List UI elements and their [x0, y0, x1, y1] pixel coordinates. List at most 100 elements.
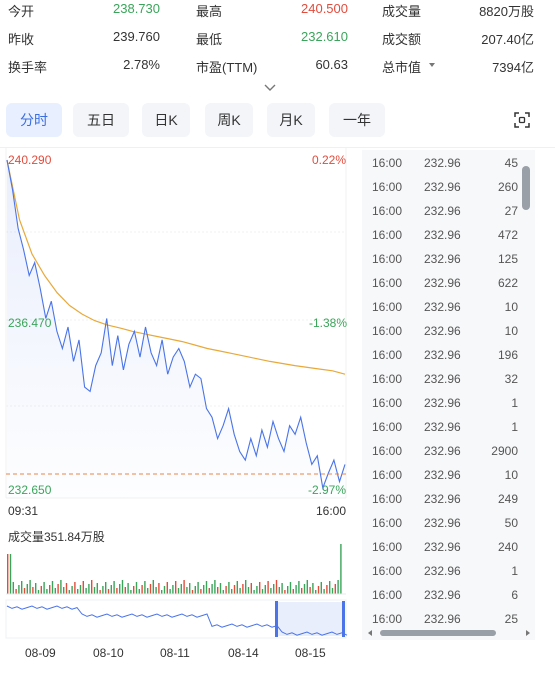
trade-row: 16:00 232.96 240 — [362, 534, 522, 558]
date-label: 08-14 — [228, 646, 259, 660]
volume-bar — [119, 584, 121, 594]
trade-volume: 1 — [511, 420, 518, 434]
volume-bar — [7, 554, 9, 594]
volume-bar — [68, 590, 70, 594]
intraday-chart[interactable]: 240.290 0.22% 236.470 -1.38% 232.650 -2.… — [0, 148, 360, 685]
range-navigator[interactable] — [5, 599, 347, 639]
volume-bar — [253, 590, 255, 594]
volume-bar — [320, 582, 322, 594]
trade-volume: 1 — [511, 564, 518, 578]
volume-bar — [191, 590, 194, 594]
volume-bar — [200, 589, 202, 594]
volume-bar — [46, 589, 48, 594]
axis-time-start: 09:31 — [8, 504, 39, 518]
trade-price: 232.96 — [424, 612, 461, 626]
fullscreen-icon[interactable] — [512, 110, 532, 130]
volume-bar — [49, 585, 51, 594]
trade-time: 16:00 — [372, 492, 403, 506]
volume-bar — [152, 580, 154, 594]
trade-row: 16:00 232.96 1 — [362, 558, 522, 582]
volume-bar — [334, 584, 336, 594]
trade-time: 16:00 — [372, 324, 403, 338]
volume-bar — [60, 580, 62, 594]
trades-horizontal-scrollbar[interactable] — [366, 628, 532, 638]
stat-value-turnover-rate: 2.78% — [123, 57, 160, 72]
volume-bar — [163, 586, 166, 594]
trade-row: 16:00 232.96 50 — [362, 510, 522, 534]
volume-bar — [205, 581, 208, 594]
trade-price: 232.96 — [424, 396, 461, 410]
trades-vertical-scrollbar[interactable] — [522, 166, 530, 210]
trade-volume: 27 — [504, 204, 518, 218]
trade-row: 16:00 232.96 10 — [362, 294, 522, 318]
volume-bar — [214, 580, 216, 594]
trade-price: 232.96 — [424, 372, 461, 386]
trade-time: 16:00 — [372, 372, 403, 386]
volume-bar — [63, 587, 65, 594]
volume-bar — [161, 590, 163, 594]
market-cap-dropdown-icon[interactable] — [428, 61, 436, 69]
trade-volume: 472 — [497, 228, 518, 242]
volume-bar — [21, 581, 23, 594]
trade-row: 16:00 232.96 472 — [362, 222, 522, 246]
navigator-handle-left[interactable] — [275, 601, 278, 637]
volume-bar — [121, 580, 124, 594]
date-label: 08-15 — [295, 646, 326, 660]
volume-bar — [147, 588, 149, 594]
trade-time: 16:00 — [372, 516, 403, 530]
average-price-line — [6, 159, 346, 375]
volume-bar — [242, 584, 244, 594]
volume-bar — [247, 587, 250, 594]
trade-time: 16:00 — [372, 252, 403, 266]
tab-monthly-k[interactable]: 月K — [267, 103, 315, 137]
chevron-down-icon[interactable] — [262, 82, 278, 94]
volume-bar — [93, 587, 96, 594]
volume-bar — [287, 586, 289, 594]
trade-ticks-list[interactable]: 16:00 232.96 45 16:00 232.96 260 16:00 232.96 27… — [362, 150, 535, 640]
trade-time: 16:00 — [372, 540, 403, 554]
trade-volume: 622 — [497, 276, 518, 290]
trade-row: 16:00 232.96 45 — [362, 150, 522, 174]
date-label: 08-10 — [93, 646, 124, 660]
stat-value-prev-close: 239.760 — [113, 29, 160, 44]
volume-bar — [225, 586, 227, 594]
volume-bar — [74, 582, 76, 594]
tabs-divider — [0, 147, 555, 148]
trade-volume: 1 — [511, 396, 518, 410]
navigator-handle-right[interactable] — [342, 601, 345, 637]
volume-bar — [239, 588, 241, 594]
stat-label-turnover: 成交额 — [382, 32, 422, 47]
trade-price: 232.96 — [424, 300, 461, 314]
volume-bar — [203, 585, 205, 594]
volume-bar — [228, 582, 230, 594]
volume-bar — [166, 582, 168, 594]
volume-bar — [189, 583, 191, 594]
volume-bar — [292, 589, 294, 594]
tab-five-day[interactable]: 五日 — [73, 103, 129, 137]
volume-bar — [256, 586, 258, 594]
trade-price: 232.96 — [424, 156, 461, 170]
volume-bar — [40, 586, 42, 594]
volume-bar — [270, 588, 272, 594]
axis-price-mid: 236.470 — [8, 316, 52, 330]
volume-bar — [124, 587, 126, 594]
volume-bar — [289, 582, 292, 594]
price-chart-svg[interactable] — [0, 148, 360, 678]
trade-price: 232.96 — [424, 204, 461, 218]
trade-volume: 10 — [504, 300, 518, 314]
trade-volume: 240 — [497, 540, 518, 554]
tab-weekly-k[interactable]: 周K — [205, 103, 253, 137]
trade-price: 232.96 — [424, 252, 461, 266]
trade-volume: 50 — [504, 516, 518, 530]
volume-bar — [23, 588, 26, 594]
stat-label-market-cap[interactable]: 总市值 — [382, 60, 422, 75]
trade-price: 232.96 — [424, 228, 461, 242]
volume-bar — [107, 589, 110, 594]
tab-one-year[interactable]: 一年 — [329, 103, 385, 137]
volume-bar — [130, 590, 132, 594]
trade-row: 16:00 232.96 25 — [362, 606, 522, 630]
tab-intraday[interactable]: 分时 — [6, 103, 62, 137]
navigator-selection[interactable] — [276, 602, 344, 636]
tab-daily-k[interactable]: 日K — [142, 103, 190, 137]
volume-bar — [18, 585, 20, 594]
